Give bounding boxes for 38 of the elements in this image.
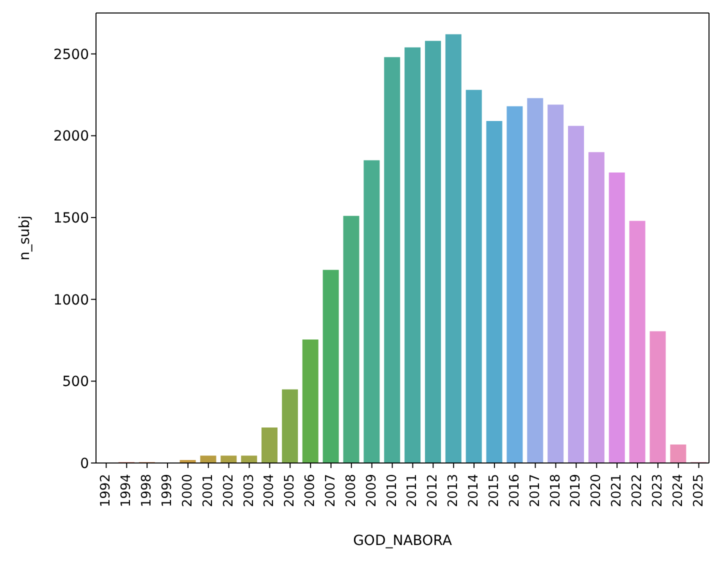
- x-tick-label: 2024: [670, 474, 686, 508]
- y-tick-label: 0: [80, 456, 89, 472]
- x-tick-label: 2008: [344, 474, 359, 508]
- x-tick-label: 2009: [364, 474, 380, 508]
- x-tick-label: 2011: [405, 474, 420, 508]
- x-tick-label: 2018: [548, 474, 564, 508]
- x-tick-label: 2015: [486, 474, 502, 508]
- x-tick-label: 2017: [528, 474, 543, 508]
- y-tick-label: 1500: [53, 210, 89, 227]
- x-tick-label: 2005: [282, 474, 298, 508]
- x-tick-label: 2004: [262, 474, 278, 508]
- x-tick-label: 2007: [323, 474, 338, 508]
- x-tick-label: 1999: [160, 474, 176, 508]
- x-tick-label: 2014: [466, 474, 482, 508]
- x-tick-label: 1998: [140, 474, 155, 508]
- x-tick-label: 2012: [426, 474, 441, 508]
- x-tick-label: 2013: [446, 474, 462, 508]
- y-tick-label: 500: [62, 374, 89, 390]
- x-tick-label: 1994: [119, 474, 134, 508]
- x-tick-label: 2023: [650, 474, 666, 508]
- x-tick-label: 2006: [303, 474, 318, 508]
- x-tick-label: 2020: [589, 474, 604, 508]
- x-tick-label: 2003: [242, 474, 257, 508]
- x-tick-label: 2021: [610, 474, 625, 508]
- x-tick-label: 1992: [98, 474, 114, 508]
- x-tick-label: 2022: [630, 474, 645, 508]
- x-tick-label: 2025: [691, 474, 706, 508]
- x-tick-label: 2010: [384, 474, 400, 508]
- x-axis-title: GOD_NABORA: [353, 533, 452, 549]
- y-tick-label: 1000: [53, 292, 89, 308]
- y-axis-title: n_subj: [16, 216, 33, 260]
- x-tick-label: 2016: [507, 474, 522, 508]
- x-tick-label: 2002: [221, 474, 236, 508]
- x-tick-label: 2001: [200, 474, 216, 508]
- x-tick-label: 2019: [568, 474, 584, 508]
- x-tick-label: 2000: [180, 474, 196, 508]
- y-tick-label: 2000: [53, 128, 89, 145]
- y-tick-label: 2500: [53, 46, 89, 63]
